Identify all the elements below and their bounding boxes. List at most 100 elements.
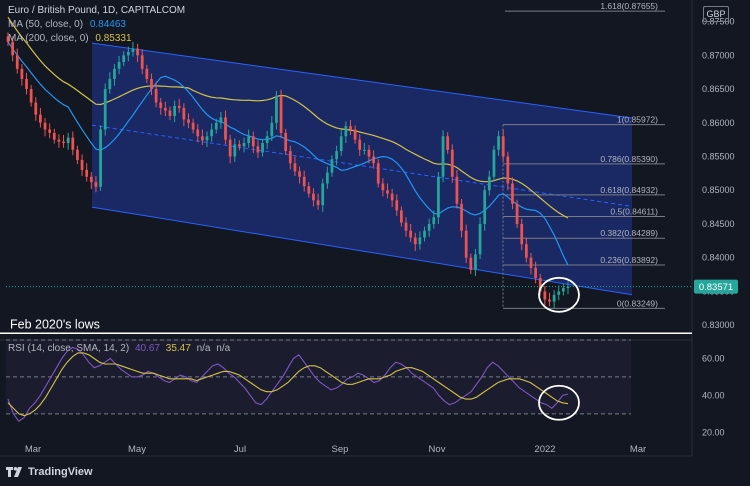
candle	[117, 55, 121, 75]
candle-body	[497, 136, 500, 150]
candle-body	[113, 68, 116, 79]
candle	[29, 85, 33, 107]
candle-body	[474, 254, 477, 270]
candle	[335, 145, 338, 166]
candle-body	[492, 149, 496, 177]
candle	[534, 261, 537, 284]
candle	[62, 134, 65, 148]
candle-body	[358, 139, 362, 150]
candle-body	[57, 139, 61, 142]
candle-body	[446, 136, 450, 150]
candle-body	[6, 36, 10, 42]
candle-body	[339, 136, 343, 152]
fib-level-label: 1(0.85972)	[617, 115, 658, 125]
candle	[34, 97, 38, 121]
candle	[136, 43, 139, 63]
candle	[409, 223, 413, 243]
candle-body	[353, 129, 357, 140]
candle-body	[122, 55, 126, 63]
candle	[432, 210, 436, 229]
candle-body	[99, 129, 102, 187]
candle	[251, 131, 255, 154]
ma200-legend[interactable]: MA (200, close, 0) 0.85331	[8, 33, 136, 44]
candle	[293, 156, 297, 177]
candle	[390, 188, 394, 208]
candle	[423, 226, 426, 242]
candle	[275, 91, 278, 130]
candle-body	[427, 223, 431, 231]
currency-button[interactable]: GBP	[703, 6, 729, 22]
candle	[89, 172, 93, 189]
candle	[524, 237, 528, 263]
candle-body	[275, 95, 278, 123]
channel-fill	[92, 43, 632, 295]
candle-body	[298, 171, 301, 177]
candle	[173, 100, 176, 123]
candle	[400, 206, 403, 227]
candle-body	[376, 163, 380, 184]
candle	[256, 140, 260, 158]
fib-level-label: 0.382(0.84289)	[600, 228, 658, 238]
candle	[520, 218, 524, 251]
candle	[214, 118, 218, 134]
candle-body	[85, 170, 89, 177]
candle-body	[552, 294, 556, 302]
candle	[182, 103, 186, 127]
candle	[242, 137, 246, 153]
candle	[224, 110, 227, 145]
brand-name: TradingView	[28, 466, 93, 478]
candle	[201, 129, 204, 146]
candle-body	[450, 149, 454, 177]
candle-body	[177, 105, 181, 108]
rsi-tick-label: 60.00	[702, 353, 725, 363]
candle	[80, 154, 84, 177]
candle	[154, 82, 158, 108]
candle	[543, 286, 547, 306]
candle	[122, 51, 126, 67]
channel-mid-line	[91, 124, 633, 207]
candle	[238, 140, 241, 151]
candle	[39, 107, 42, 128]
rsi-legend[interactable]: RSI (14, close, SMA, 14, 2) 40.67 35.47 …	[8, 343, 233, 354]
candle	[478, 217, 482, 260]
candle	[85, 163, 89, 182]
candle-body	[469, 257, 473, 270]
candle	[187, 113, 190, 129]
candle	[506, 151, 510, 191]
candle-body	[210, 129, 214, 137]
candle-body	[94, 182, 98, 187]
candle-body	[145, 68, 149, 79]
rsi-ma-line	[7, 352, 569, 417]
candle	[219, 111, 223, 129]
candle	[177, 99, 181, 113]
candle-body	[201, 136, 204, 141]
candle-body	[284, 132, 288, 152]
tradingview-logo[interactable]: TradingView	[6, 466, 93, 478]
price-tick-label: 0.86000	[702, 118, 735, 128]
candle	[487, 170, 491, 196]
candle	[228, 134, 232, 164]
candle-body	[390, 193, 394, 201]
fib-level-label: 0(0.83249)	[617, 298, 658, 308]
candle	[48, 123, 52, 139]
candle	[288, 145, 292, 170]
candle	[413, 232, 417, 251]
rsi-line	[7, 346, 569, 422]
candle	[376, 159, 380, 188]
candle-body	[224, 117, 227, 140]
ma50-legend[interactable]: MA (50, close, 0) 0.84463	[8, 19, 130, 30]
candle-body	[187, 119, 190, 123]
fib-level-label: 0.618(0.84932)	[600, 185, 658, 195]
fib-level-label: 0.786(0.85390)	[600, 154, 658, 164]
rsi-ma-value: 35.47	[165, 343, 191, 354]
time-tick-label: Mar	[25, 444, 41, 455]
candle	[325, 166, 329, 189]
candle	[511, 177, 514, 210]
fib-level-label: 0.5(0.84611)	[610, 206, 658, 216]
candle	[316, 193, 320, 210]
candle-body	[191, 122, 195, 130]
candle	[372, 150, 375, 169]
candle	[126, 46, 130, 62]
candle	[233, 138, 237, 162]
